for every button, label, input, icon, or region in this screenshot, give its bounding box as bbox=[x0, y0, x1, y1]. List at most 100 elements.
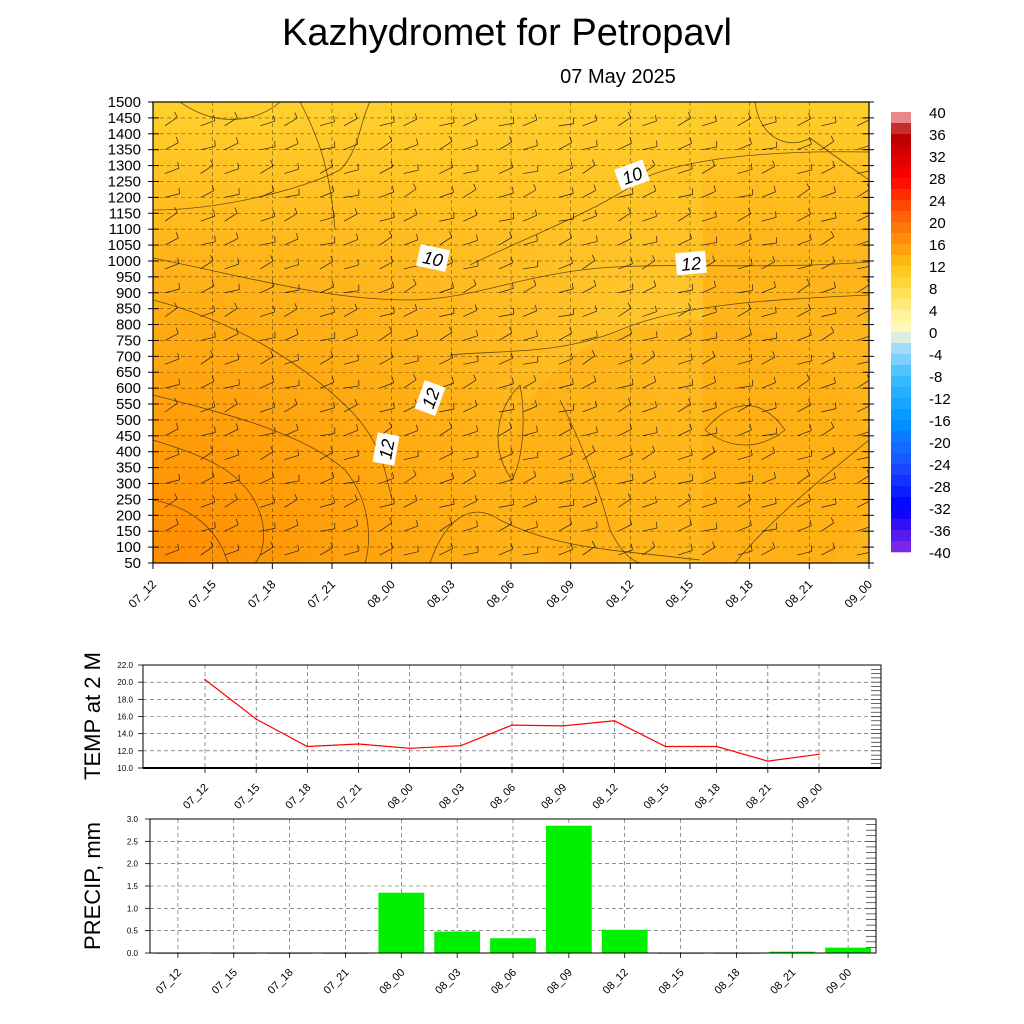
wind-barb bbox=[797, 102, 798, 103]
precip-y-tick-label: 1.0 bbox=[127, 904, 139, 913]
wind-barb-staff bbox=[522, 145, 538, 151]
wind-barb-staff bbox=[642, 502, 657, 508]
wind-barb-staff bbox=[379, 547, 394, 556]
wind-barb bbox=[582, 279, 597, 294]
wind-barb-flag bbox=[178, 283, 180, 290]
temp-y-tick-label: 12.0 bbox=[117, 747, 133, 756]
wind-barb-staff bbox=[200, 120, 215, 127]
contour-label: 12 bbox=[372, 432, 400, 466]
wind-barb-flag bbox=[627, 398, 632, 404]
wind-barb-staff bbox=[498, 427, 513, 437]
wind-barb-staff bbox=[498, 237, 513, 246]
wind-barb-staff bbox=[522, 335, 538, 341]
wind-barb-staff bbox=[343, 481, 359, 484]
heat-x-tick-label: 07_18 bbox=[245, 577, 279, 611]
wind-barb-staff bbox=[677, 333, 692, 341]
wind-barb bbox=[463, 209, 478, 222]
wind-barb-staff bbox=[737, 404, 751, 413]
wind-barb-staff bbox=[224, 428, 239, 437]
wind-barb bbox=[200, 114, 216, 127]
wind-barb bbox=[319, 160, 334, 174]
wind-barb-staff bbox=[439, 102, 441, 103]
colorbar-box bbox=[891, 519, 911, 531]
wind-barb-flag bbox=[830, 135, 835, 142]
wind-barb-flag bbox=[689, 232, 692, 239]
wind-barb-staff bbox=[522, 526, 538, 532]
colorbar-tick-label: -36 bbox=[929, 523, 951, 540]
wind-barb bbox=[797, 113, 811, 127]
contour-line bbox=[153, 257, 869, 301]
wind-barb-staff bbox=[224, 289, 240, 294]
wind-barb-staff bbox=[463, 170, 479, 174]
wind-barb-staff bbox=[463, 265, 479, 270]
heat-y-tick-label: 1100 bbox=[109, 221, 141, 238]
colorbar-box bbox=[891, 233, 911, 245]
wind-barb-staff bbox=[582, 431, 598, 437]
precip-x-tick-label: 08_09 bbox=[545, 967, 575, 997]
wind-barb-flag bbox=[235, 423, 239, 430]
wind-barb-flag bbox=[476, 329, 478, 336]
wind-barb-flag bbox=[510, 161, 514, 168]
wind-barb-flag bbox=[356, 519, 359, 526]
wind-barb-flag bbox=[177, 352, 180, 359]
wind-barb-staff bbox=[821, 503, 837, 508]
wind-barb-staff bbox=[379, 217, 395, 222]
wind-barb-flag bbox=[235, 232, 239, 239]
wind-barb-staff bbox=[856, 361, 869, 365]
wind-barb-staff bbox=[403, 239, 418, 246]
wind-barb bbox=[642, 375, 657, 389]
wind-barb bbox=[200, 184, 215, 198]
contour-line bbox=[153, 299, 393, 501]
wind-barb-staff bbox=[439, 331, 453, 341]
wind-barb-flag bbox=[749, 233, 752, 240]
wind-barb-staff bbox=[702, 102, 703, 103]
wind-barb-staff bbox=[642, 546, 656, 556]
wind-barb-staff bbox=[618, 237, 632, 246]
wind-barb-staff bbox=[797, 213, 811, 222]
contour-label: 12 bbox=[675, 250, 707, 276]
wind-barb-staff bbox=[522, 266, 538, 270]
temp-y-tick-label: 18.0 bbox=[117, 695, 133, 704]
wind-barb bbox=[200, 445, 214, 460]
wind-barb-staff bbox=[319, 146, 335, 151]
wind-barb-staff bbox=[164, 403, 178, 413]
wind-barb-staff bbox=[200, 406, 215, 413]
wind-barb bbox=[284, 303, 298, 317]
wind-barb-flag bbox=[866, 374, 869, 380]
wind-barb bbox=[558, 518, 573, 532]
wind-barb-flag bbox=[476, 520, 478, 527]
wind-barb bbox=[761, 376, 776, 389]
wind-barb bbox=[260, 102, 262, 103]
wind-barb bbox=[224, 474, 240, 484]
temp-point bbox=[767, 760, 769, 762]
wind-barb bbox=[642, 184, 657, 198]
wind-barb bbox=[403, 354, 419, 365]
wind-barb-staff bbox=[677, 143, 692, 151]
wind-barb-staff bbox=[856, 310, 869, 317]
wind-barb bbox=[642, 235, 658, 246]
wind-barb-staff bbox=[618, 212, 631, 222]
wind-barb bbox=[677, 353, 693, 365]
wind-barb bbox=[582, 140, 598, 151]
heat-y-tick-label: 450 bbox=[116, 428, 141, 445]
wind-barb-flag bbox=[712, 160, 716, 166]
wind-barb bbox=[499, 102, 501, 103]
wind-barb bbox=[761, 446, 776, 460]
wind-barb-staff bbox=[821, 236, 834, 246]
wind-barb-flag bbox=[178, 378, 180, 385]
wind-barb-flag bbox=[234, 207, 238, 214]
wind-barb-flag bbox=[356, 328, 359, 335]
wind-barb-flag bbox=[806, 278, 810, 285]
wind-barb-staff bbox=[582, 355, 596, 365]
wind-barb-staff bbox=[856, 119, 869, 127]
wind-barb bbox=[260, 115, 275, 127]
wind-barb-staff bbox=[224, 117, 238, 127]
wind-barb bbox=[737, 519, 752, 532]
wind-barb-staff bbox=[319, 191, 334, 198]
wind-barb-staff bbox=[200, 527, 216, 532]
wind-barb bbox=[224, 328, 239, 341]
wind-barb-flag bbox=[772, 446, 776, 453]
wind-barb bbox=[642, 280, 657, 294]
heat-y-tick-label: 700 bbox=[116, 348, 141, 365]
